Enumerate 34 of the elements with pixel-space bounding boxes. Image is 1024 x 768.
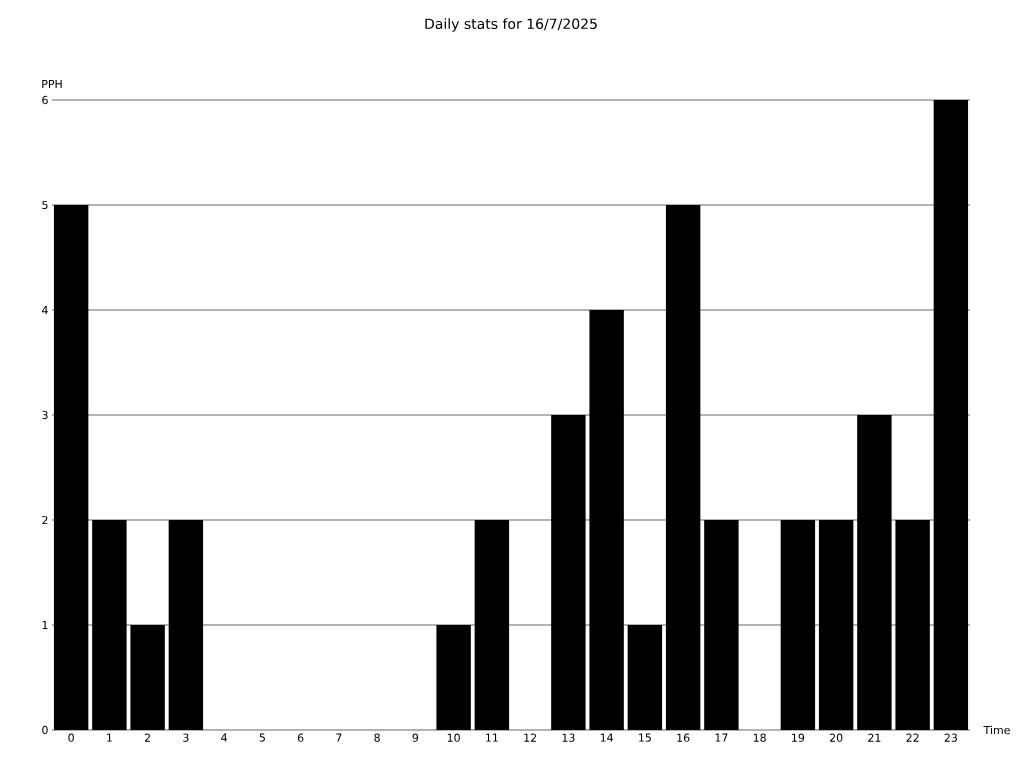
x-tick-label: 16 (677, 733, 690, 742)
y-tick-label: 6 (42, 95, 48, 105)
x-tick-label: 6 (297, 733, 304, 742)
x-tick-label: 22 (906, 733, 919, 742)
x-tick-label: 3 (183, 733, 189, 742)
x-tick-label: 8 (374, 733, 380, 742)
x-tick-label: 19 (792, 733, 805, 742)
x-tick-label: 5 (259, 733, 265, 742)
y-tick-label: 1 (42, 621, 48, 630)
x-tick-label: 12 (524, 733, 537, 742)
y-tick-label: 3 (42, 410, 48, 420)
x-tick-label: 23 (944, 733, 957, 742)
y-axis-title: PPH (42, 79, 62, 89)
y-tick-label: 0 (42, 725, 48, 735)
y-tick-label: 2 (42, 515, 48, 525)
y-tick-label: 4 (42, 305, 48, 315)
x-tick-label: 13 (562, 733, 575, 742)
x-tick-label: 20 (829, 733, 843, 742)
x-tick-label: 2 (144, 733, 151, 742)
x-tick-label: 11 (486, 733, 498, 742)
x-tick-label: 0 (68, 733, 74, 742)
x-tick-label: 10 (447, 733, 460, 742)
x-tick-label: 15 (639, 733, 651, 742)
x-tick-label: 7 (336, 733, 342, 742)
y-tick-label: 5 (42, 200, 48, 210)
x-tick-label: 18 (753, 733, 766, 742)
x-tick-label: 1 (107, 733, 112, 742)
x-tick-label: 14 (600, 733, 614, 742)
x-tick-label: 9 (412, 733, 419, 742)
chart-title: Daily stats for 16/7/2025 (425, 18, 597, 32)
x-tick-label: 4 (221, 733, 228, 742)
x-tick-label: 21 (868, 733, 881, 742)
x-tick-label: 17 (715, 733, 728, 742)
x-axis-title: Time (983, 725, 1010, 735)
